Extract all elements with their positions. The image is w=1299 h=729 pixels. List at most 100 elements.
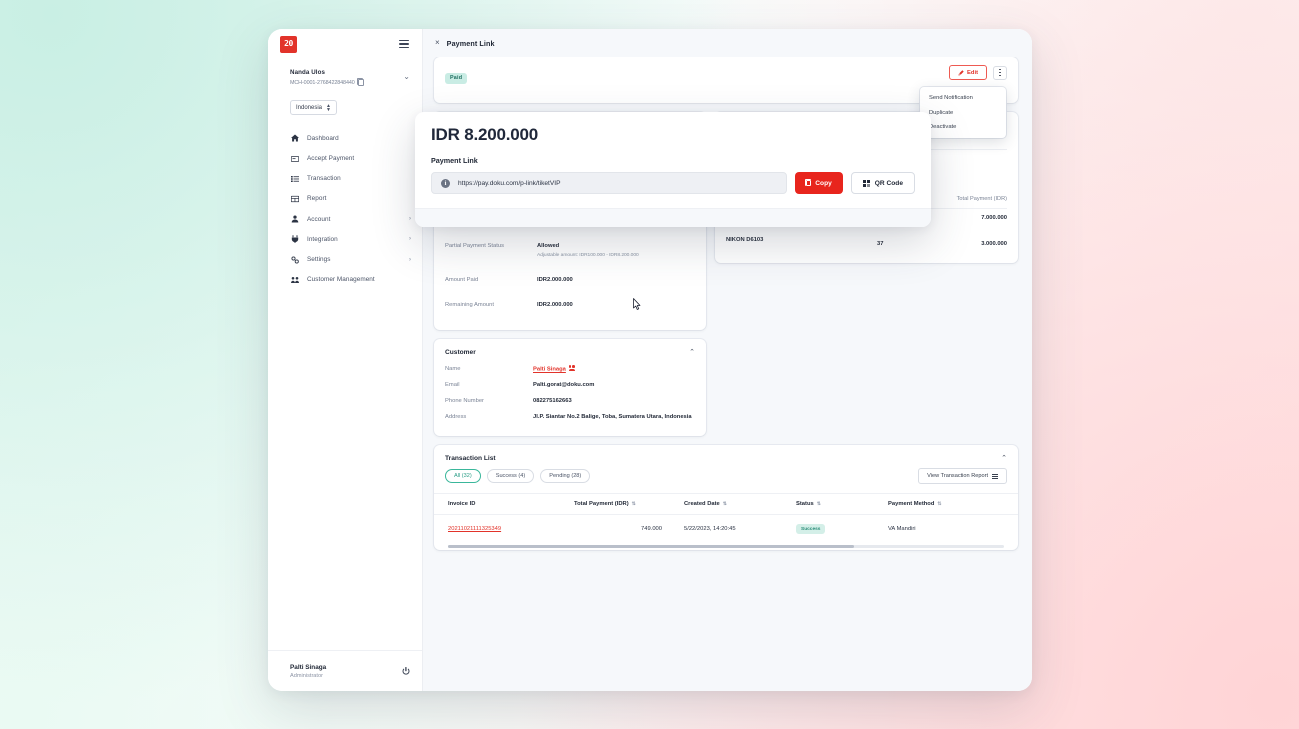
detail-header-card: Paid Edit Send Notification Duplicate De… <box>434 57 1018 139</box>
detail-value: Palti Sinaga <box>533 365 695 374</box>
filter-chip-all[interactable]: All (32) <box>445 469 481 484</box>
edit-button[interactable]: Edit <box>949 65 987 80</box>
item-name: NIKON D6103 <box>726 236 764 243</box>
sort-icon: ⇅ <box>937 501 942 508</box>
payment-link-modal: IDR 8.200.000 Payment Link i https://pay… <box>415 112 931 227</box>
tx-col-payment-method[interactable]: Payment Method ⇅ <box>888 493 1018 516</box>
detail-row-remaining-amount: Remaining Amount IDR2.000.000 <box>445 293 695 318</box>
home-icon <box>290 134 299 143</box>
item-name-cell: NIKON D6103 <box>726 231 877 251</box>
customer-row-email: Email Palti.gorat@doku.com <box>445 378 695 394</box>
copy-icon <box>804 178 812 187</box>
modal-link-row: i https://pay.doku.com/p-link/tiketVIP C… <box>431 172 915 194</box>
plug-icon <box>290 235 299 244</box>
card-icon <box>290 154 299 163</box>
tx-invoice-id: 20211021111325349 <box>434 515 574 544</box>
menu-item-duplicate[interactable]: Duplicate <box>929 109 954 116</box>
items-table-row: NIKON D6103 37 3.000.000 <box>726 231 1007 251</box>
chevron-down-icon[interactable]: ⌄ <box>403 71 410 81</box>
detail-value: IDR2.000.000 <box>537 301 573 308</box>
sidebar-item-label: Report <box>307 195 327 203</box>
transaction-table-header-row: Invoice ID Total Payment (IDR) ⇅ Created … <box>434 493 1018 516</box>
payment-link-field[interactable]: i https://pay.doku.com/p-link/tiketVIP <box>431 172 787 194</box>
transaction-list-title: Transaction List <box>445 455 496 463</box>
copy-icon[interactable] <box>356 78 364 86</box>
info-icon: i <box>441 178 450 188</box>
qr-code-button[interactable]: QR Code <box>850 172 915 194</box>
copy-button[interactable]: Copy <box>794 172 843 194</box>
sidebar: 20 Nanda Ulos MCH-0001-2768422848440 ⌄ I… <box>268 29 423 691</box>
country-select[interactable]: Indonesia ▲ ▼ <box>290 100 337 116</box>
customer-row-phone: Phone Number 082275162663 <box>445 394 695 410</box>
transaction-filters: All (32) Success (4) Pending (28) View T… <box>434 466 1018 493</box>
edit-icon <box>958 69 964 76</box>
customers-icon <box>568 365 576 372</box>
table-row: 20211021111325349 749.000 5/22/2023, 14:… <box>434 515 1018 544</box>
hamburger-icon[interactable] <box>397 38 411 51</box>
menu-item-send-notification[interactable]: Send Notification <box>929 95 973 102</box>
tx-col-status[interactable]: Status ⇅ <box>796 493 888 516</box>
user-name: Palti Sinaga <box>290 663 327 671</box>
invoice-link[interactable]: 20211021111325349 <box>448 526 502 533</box>
tx-payment-method: VA Mandiri <box>888 526 916 533</box>
transaction-table: Invoice ID Total Payment (IDR) ⇅ Created … <box>434 493 1018 543</box>
view-transaction-report-button[interactable]: View Transaction Report <box>918 468 1007 485</box>
horizontal-scrollbar[interactable] <box>448 545 1004 549</box>
detail-key: Amount Paid <box>445 276 479 283</box>
sidebar-item-report[interactable]: Report <box>268 189 422 209</box>
sidebar-item-label: Settings <box>307 256 331 264</box>
sidebar-item-label: Customer Management <box>307 276 375 284</box>
filter-chip-pending[interactable]: Pending (28) <box>540 469 591 484</box>
sidebar-item-label: Accept Payment <box>307 155 355 163</box>
partial-status-sub: Adjustable amount: IDR100.000 - IDR8.200… <box>537 253 639 259</box>
customer-name-link[interactable]: Palti Sinaga <box>533 366 566 373</box>
report-icon <box>290 194 299 203</box>
sidebar-item-integration[interactable]: Integration › <box>268 229 422 249</box>
sidebar-item-account[interactable]: Account › <box>268 209 422 229</box>
logout-icon[interactable] <box>401 666 410 675</box>
detail-key: Phone Number <box>445 398 484 405</box>
chevron-right-icon: › <box>408 216 411 223</box>
customers-icon <box>290 275 299 284</box>
actions-dropdown-menu: Send Notification Duplicate Deactivate <box>920 87 1006 139</box>
item-total: 3.000.000 <box>981 240 1007 247</box>
user-role: Administrator <box>290 673 323 679</box>
sidebar-item-accept-payment[interactable]: Accept Payment <box>268 148 422 168</box>
detail-value: 082275162663 <box>533 398 572 405</box>
items-col-total: Total Payment (IDR) <box>919 195 1007 209</box>
detail-row-amount-paid: Amount Paid IDR2.000.000 <box>445 268 695 293</box>
sort-icon: ⇅ <box>722 501 727 508</box>
menu-item-deactivate[interactable]: Deactivate <box>929 123 957 130</box>
payment-link-text: https://pay.doku.com/p-link/tiketVIP <box>458 179 561 187</box>
list-icon <box>290 174 299 183</box>
transaction-list-header: Transaction List ⌃ <box>434 445 1018 466</box>
close-icon[interactable]: × <box>435 38 440 47</box>
tx-status: Success <box>796 515 888 544</box>
detail-value: Allowed Adjustable amount: IDR100.000 - … <box>537 242 695 260</box>
detail-value: Palti.gorat@doku.com <box>533 382 595 389</box>
sidebar-item-settings[interactable]: Settings › <box>268 249 422 269</box>
filter-chip-success[interactable]: Success (4) <box>486 469 535 484</box>
chevron-up-icon[interactable]: ⌃ <box>1001 455 1007 463</box>
partial-status-value: Allowed <box>537 242 560 249</box>
customer-section-header: Customer ⌃ <box>434 339 706 360</box>
merchant-switcher[interactable]: Nanda Ulos MCH-0001-2768422848440 ⌄ <box>268 59 422 94</box>
detail-header-actions: Edit <box>949 65 1007 80</box>
sidebar-user-profile[interactable]: Palti Sinaga Administrator <box>268 649 422 691</box>
modal-amount: IDR 8.200.000 <box>431 125 539 144</box>
detail-key: Email <box>445 382 460 389</box>
tx-col-invoice-id[interactable]: Invoice ID <box>434 493 574 516</box>
sidebar-nav: Dashboard Accept Payment Transaction Rep… <box>268 128 422 290</box>
chevron-updown-icon: ▲ ▼ <box>326 102 331 113</box>
tx-col-total-payment[interactable]: Total Payment (IDR) ⇅ <box>574 493 684 516</box>
sidebar-item-transaction[interactable]: Transaction <box>268 169 422 189</box>
sidebar-item-customer-management[interactable]: Customer Management <box>268 270 422 290</box>
tx-total-payment: 749.000 <box>641 526 662 533</box>
chevron-up-icon[interactable]: ⌃ <box>689 348 695 356</box>
tx-col-created-date[interactable]: Created Date ⇅ <box>684 493 796 516</box>
more-vertical-icon[interactable] <box>993 65 1007 80</box>
chevron-right-icon: › <box>408 236 411 243</box>
sidebar-item-dashboard[interactable]: Dashboard <box>268 128 422 148</box>
qr-code-button-label: QR Code <box>874 179 903 187</box>
page-header: × Payment Link <box>423 29 1032 57</box>
